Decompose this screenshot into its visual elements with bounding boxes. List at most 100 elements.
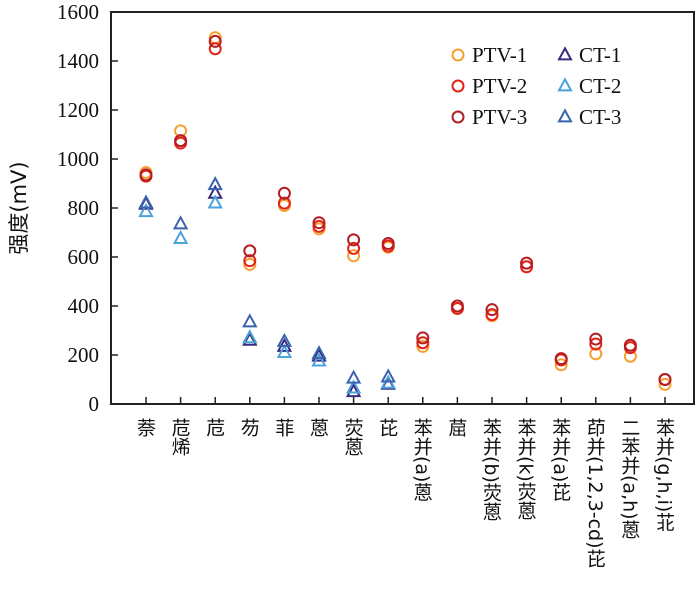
data-point-circle xyxy=(174,124,188,138)
y-tick-label: 1400 xyxy=(57,49,99,73)
legend-circle-icon xyxy=(451,110,465,124)
data-point-triangle xyxy=(138,194,154,209)
data-point-circle xyxy=(416,339,430,353)
data-point-circle xyxy=(416,331,430,345)
data-point-triangle xyxy=(242,331,258,346)
x-tick-label: 茚并(1,2,3-cd)芘 xyxy=(584,418,606,568)
legend-label: CT-3 xyxy=(579,105,621,129)
series-ct-1 xyxy=(138,184,396,398)
data-point-circle xyxy=(589,332,603,346)
legend-item: PTV-3 xyxy=(451,105,527,129)
legend-item: CT-3 xyxy=(557,105,621,129)
x-tick-label: 芘 xyxy=(376,418,398,437)
series-ct-2 xyxy=(138,194,396,394)
x-axis-ticks: 萘苊烯苊芴菲蒽荧蒽芘苯并(a)蒽䓛苯并(b)荧蒽 苯并(k)荧蒽 苯并(a)芘 茚并(… xyxy=(134,397,675,568)
data-point-triangle xyxy=(172,229,189,245)
data-point-circle xyxy=(623,338,637,352)
data-point-circle xyxy=(208,42,222,56)
legend-label: CT-1 xyxy=(579,43,621,67)
y-tick-label: 1600 xyxy=(57,0,99,24)
data-point-circle xyxy=(416,336,430,350)
data-point-circle xyxy=(381,237,395,251)
data-point-triangle xyxy=(138,202,154,218)
data-point-triangle xyxy=(380,368,396,383)
data-point-circle xyxy=(139,168,153,182)
legend-item: PTV-1 xyxy=(451,43,527,67)
data-point-circle xyxy=(485,303,499,317)
legend-label: PTV-2 xyxy=(472,74,527,98)
legend-triangle-icon xyxy=(557,77,573,92)
y-axis-title: 强度(mV) xyxy=(7,161,31,254)
x-tick-label: 菲 xyxy=(272,418,294,437)
data-point-circle xyxy=(277,186,291,200)
x-tick-label: 萘 xyxy=(134,418,156,437)
data-point-circle xyxy=(347,249,361,263)
data-point-triangle xyxy=(311,352,327,367)
legend-item: CT-1 xyxy=(557,43,621,67)
data-point-triangle xyxy=(276,343,293,358)
legend-label: PTV-3 xyxy=(472,105,527,129)
data-point-triangle xyxy=(345,369,362,384)
legend-triangle-icon xyxy=(557,108,573,123)
data-point-triangle xyxy=(172,215,189,230)
data-point-triangle xyxy=(242,313,258,328)
x-tick-label: 苯并(a)芘 xyxy=(549,418,571,502)
legend-circle-icon xyxy=(451,48,465,62)
y-tick-label: 1000 xyxy=(57,147,99,171)
data-point-triangle xyxy=(242,329,258,344)
data-point-triangle xyxy=(345,379,362,394)
data-point-circle xyxy=(347,241,361,255)
data-point-circle xyxy=(520,256,534,270)
data-point-circle xyxy=(450,299,464,313)
y-tick-label: 800 xyxy=(68,196,100,220)
y-tick-label: 400 xyxy=(68,294,100,318)
data-points xyxy=(138,31,672,398)
data-point-triangle xyxy=(276,332,293,347)
data-point-circle xyxy=(312,219,326,233)
legend: PTV-1 PTV-2 PTV-3 CT-1 CT-2 CT-3 xyxy=(451,43,621,129)
legend-label: CT-2 xyxy=(579,74,621,98)
legend-item: CT-2 xyxy=(557,74,621,98)
legend-circle-icon xyxy=(451,79,465,93)
data-point-triangle xyxy=(311,347,327,362)
data-point-circle xyxy=(554,358,568,372)
legend-item: PTV-2 xyxy=(451,74,527,98)
series-ct-3 xyxy=(138,176,396,384)
data-point-circle xyxy=(312,216,326,230)
data-point-circle xyxy=(208,34,222,48)
data-point-circle xyxy=(485,308,499,322)
y-tick-label: 1200 xyxy=(57,98,99,122)
x-tick-label: 䓛 xyxy=(445,418,467,437)
data-point-triangle xyxy=(345,383,362,398)
data-point-circle xyxy=(658,377,672,391)
x-tick-label: 苯并(k)荧蒽 xyxy=(515,418,537,520)
x-tick-label: 苊烯 xyxy=(169,418,191,456)
x-tick-label: 二苯并(a,h)蒽 xyxy=(618,418,640,539)
data-point-circle xyxy=(243,244,257,258)
legend-label: PTV-1 xyxy=(472,43,527,67)
x-tick-label: 芴 xyxy=(238,418,260,437)
x-tick-label: 蒽 xyxy=(307,418,329,437)
x-tick-label: 荧蒽 xyxy=(342,418,364,456)
data-point-circle xyxy=(589,337,603,351)
data-point-circle xyxy=(658,373,672,386)
x-tick-label: 苯并(a)蒽 xyxy=(411,418,433,502)
data-point-circle xyxy=(277,196,291,210)
data-point-circle xyxy=(243,257,257,271)
data-point-circle xyxy=(520,260,534,274)
y-tick-label: 600 xyxy=(68,245,100,269)
x-tick-label: 苯并(g,h,i)苝 xyxy=(653,418,675,532)
y-tick-label: 200 xyxy=(68,343,100,367)
data-point-triangle xyxy=(207,176,223,191)
data-point-circle xyxy=(174,134,188,148)
data-point-triangle xyxy=(207,194,223,209)
data-point-circle xyxy=(347,233,361,247)
data-point-circle xyxy=(554,352,568,366)
data-point-circle xyxy=(589,347,603,361)
y-tick-label: 0 xyxy=(89,392,100,416)
plot-frame xyxy=(110,11,695,405)
series-ptv-3 xyxy=(139,34,672,386)
axes xyxy=(110,11,695,405)
x-tick-label: 苊 xyxy=(203,418,225,437)
